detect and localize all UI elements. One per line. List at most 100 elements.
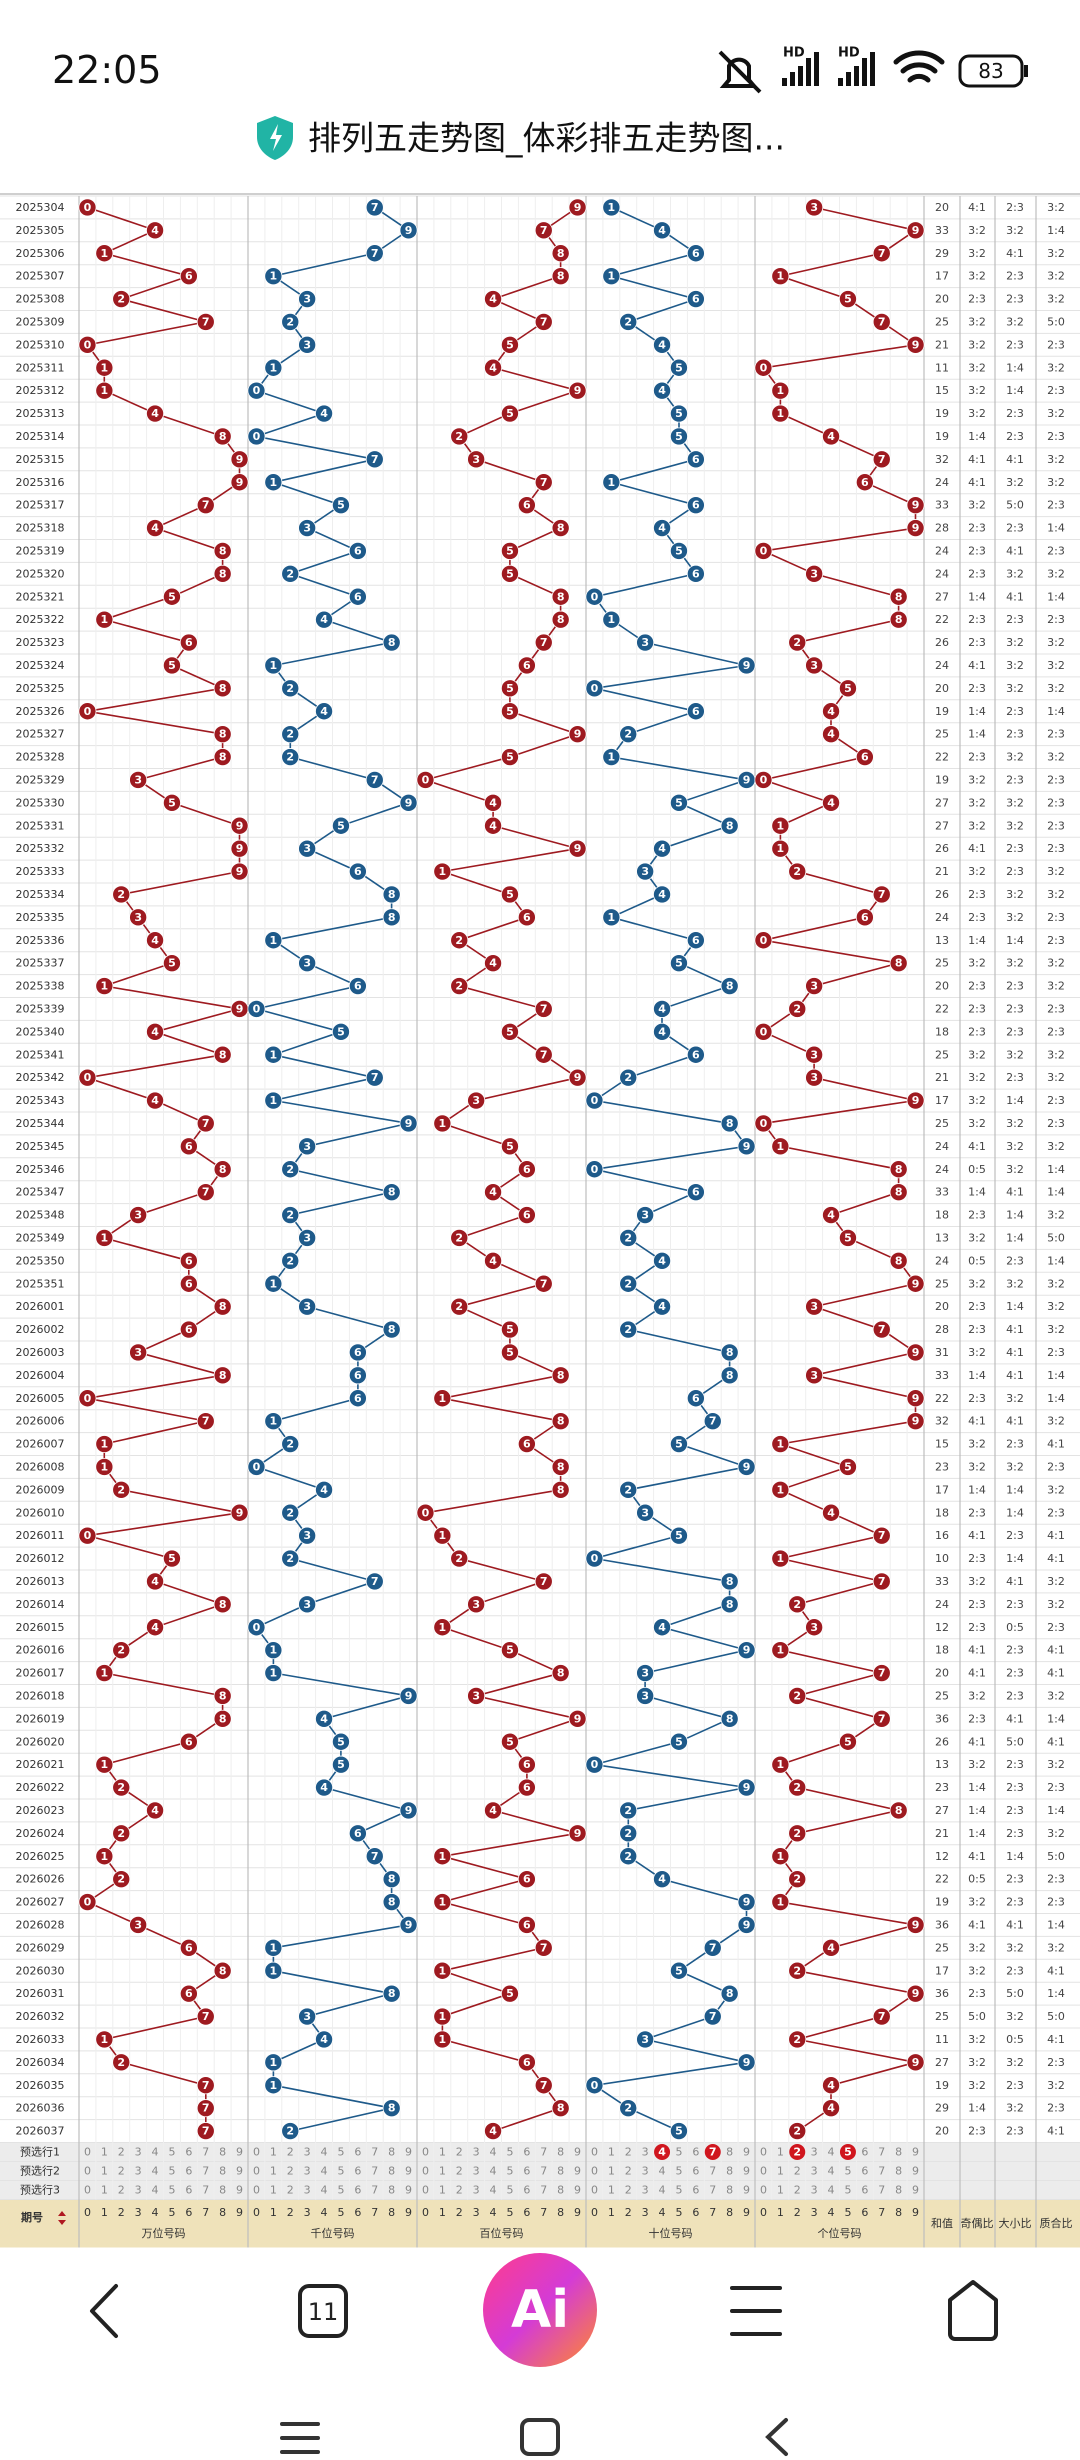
- preselect-option[interactable]: 0: [760, 2146, 767, 2159]
- preselect-digit[interactable]: 5: [844, 2146, 852, 2159]
- preselect-option[interactable]: 5: [168, 2165, 175, 2178]
- preselect-option[interactable]: 6: [692, 2165, 699, 2178]
- preselect-option[interactable]: 3: [473, 2146, 480, 2159]
- tabs-count[interactable]: 11: [308, 2298, 339, 2326]
- preselect-option[interactable]: 3: [811, 2184, 818, 2197]
- preselect-option[interactable]: 1: [101, 2184, 108, 2197]
- preselect-option[interactable]: 3: [473, 2165, 480, 2178]
- preselect-option[interactable]: 8: [557, 2146, 564, 2159]
- preselect-option[interactable]: 9: [236, 2184, 243, 2197]
- preselect-option[interactable]: 2: [456, 2184, 463, 2197]
- preselect-option[interactable]: 1: [777, 2146, 784, 2159]
- preselect-option[interactable]: 9: [912, 2146, 919, 2159]
- preselect-option[interactable]: 3: [135, 2184, 142, 2197]
- preselect-option[interactable]: 6: [523, 2146, 530, 2159]
- preselect-option[interactable]: 6: [185, 2165, 192, 2178]
- preselect-option[interactable]: 1: [270, 2146, 277, 2159]
- preselect-option[interactable]: 4: [321, 2184, 328, 2197]
- preselect-option[interactable]: 6: [523, 2165, 530, 2178]
- preselect-option[interactable]: 2: [456, 2165, 463, 2178]
- ai-label[interactable]: Ai: [511, 2280, 569, 2340]
- preselect-option[interactable]: 3: [304, 2146, 311, 2159]
- preselect-option[interactable]: 4: [321, 2165, 328, 2178]
- preselect-option[interactable]: 2: [118, 2165, 125, 2178]
- recents-key[interactable]: [280, 2422, 320, 2454]
- preselect-option[interactable]: 5: [844, 2184, 851, 2197]
- preselect-option[interactable]: 1: [439, 2165, 446, 2178]
- preselect-option[interactable]: 4: [490, 2184, 497, 2197]
- preselect-option[interactable]: 7: [709, 2184, 716, 2197]
- tabs-button[interactable]: [298, 2284, 348, 2338]
- preselect-option[interactable]: 8: [726, 2165, 733, 2178]
- preselect-option[interactable]: 5: [675, 2146, 682, 2159]
- preselect-option[interactable]: 3: [811, 2146, 818, 2159]
- preselect-option[interactable]: 0: [422, 2184, 429, 2197]
- preselect-option[interactable]: 8: [726, 2146, 733, 2159]
- preselect-option[interactable]: 8: [557, 2165, 564, 2178]
- preselect-option[interactable]: 9: [405, 2165, 412, 2178]
- preselect-option[interactable]: 2: [287, 2184, 294, 2197]
- preselect-option[interactable]: 7: [540, 2146, 547, 2159]
- preselect-option[interactable]: 6: [861, 2165, 868, 2178]
- preselect-option[interactable]: 2: [118, 2146, 125, 2159]
- preselect-option[interactable]: 2: [287, 2146, 294, 2159]
- preselect-option[interactable]: 1: [101, 2165, 108, 2178]
- preselect-option[interactable]: 5: [506, 2146, 513, 2159]
- preselect-option[interactable]: 4: [490, 2165, 497, 2178]
- preselect-option[interactable]: 5: [337, 2165, 344, 2178]
- preselect-option[interactable]: 9: [236, 2146, 243, 2159]
- preselect-option[interactable]: 3: [642, 2146, 649, 2159]
- preselect-option[interactable]: 4: [828, 2184, 835, 2197]
- preselect-option[interactable]: 1: [608, 2146, 615, 2159]
- preselect-option[interactable]: 6: [523, 2184, 530, 2197]
- back-key[interactable]: [765, 2418, 788, 2456]
- preselect-digit[interactable]: 7: [709, 2146, 717, 2159]
- preselect-option[interactable]: 8: [895, 2165, 902, 2178]
- preselect-option[interactable]: 0: [591, 2184, 598, 2197]
- menu-button[interactable]: [730, 2286, 782, 2336]
- preselect-option[interactable]: 3: [304, 2165, 311, 2178]
- preselect-option[interactable]: 6: [354, 2146, 361, 2159]
- preselect-option[interactable]: 7: [371, 2146, 378, 2159]
- preselect-option[interactable]: 0: [422, 2165, 429, 2178]
- preselect-option[interactable]: 0: [760, 2165, 767, 2178]
- preselect-option[interactable]: 7: [540, 2165, 547, 2178]
- preselect-option[interactable]: 4: [659, 2165, 666, 2178]
- preselect-option[interactable]: 9: [574, 2184, 581, 2197]
- preselect-option[interactable]: 9: [574, 2146, 581, 2159]
- preselect-option[interactable]: 0: [253, 2165, 260, 2178]
- preselect-option[interactable]: 1: [270, 2184, 277, 2197]
- preselect-option[interactable]: 7: [709, 2165, 716, 2178]
- preselect-option[interactable]: 0: [84, 2184, 91, 2197]
- preselect-option[interactable]: 5: [337, 2184, 344, 2197]
- ai-button[interactable]: [483, 2253, 597, 2367]
- preselect-option[interactable]: 6: [185, 2184, 192, 2197]
- preselect-option[interactable]: 7: [878, 2146, 885, 2159]
- preselect-option[interactable]: 5: [337, 2146, 344, 2159]
- preselect-option[interactable]: 8: [895, 2184, 902, 2197]
- preselect-option[interactable]: 1: [608, 2184, 615, 2197]
- preselect-option[interactable]: 8: [388, 2165, 395, 2178]
- preselect-option[interactable]: 9: [405, 2184, 412, 2197]
- preselect-option[interactable]: 7: [540, 2184, 547, 2197]
- preselect-option[interactable]: 0: [760, 2184, 767, 2197]
- preselect-option[interactable]: 9: [912, 2165, 919, 2178]
- preselect-option[interactable]: 5: [675, 2184, 682, 2197]
- preselect-option[interactable]: 9: [236, 2165, 243, 2178]
- home-button[interactable]: [948, 2280, 998, 2341]
- preselect-option[interactable]: 9: [405, 2146, 412, 2159]
- preselect-option[interactable]: 8: [388, 2146, 395, 2159]
- preselect-option[interactable]: 0: [591, 2165, 598, 2178]
- preselect-option[interactable]: 4: [152, 2146, 159, 2159]
- preselect-option[interactable]: 4: [659, 2184, 666, 2197]
- preselect-option[interactable]: 9: [912, 2184, 919, 2197]
- preselect-option[interactable]: 1: [777, 2165, 784, 2178]
- preselect-option[interactable]: 5: [506, 2184, 513, 2197]
- preselect-option[interactable]: 2: [794, 2184, 801, 2197]
- preselect-option[interactable]: 8: [219, 2165, 226, 2178]
- preselect-option[interactable]: 5: [675, 2165, 682, 2178]
- preselect-option[interactable]: 9: [743, 2184, 750, 2197]
- preselect-option[interactable]: 7: [371, 2165, 378, 2178]
- preselect-option[interactable]: 0: [84, 2165, 91, 2178]
- preselect-option[interactable]: 6: [354, 2165, 361, 2178]
